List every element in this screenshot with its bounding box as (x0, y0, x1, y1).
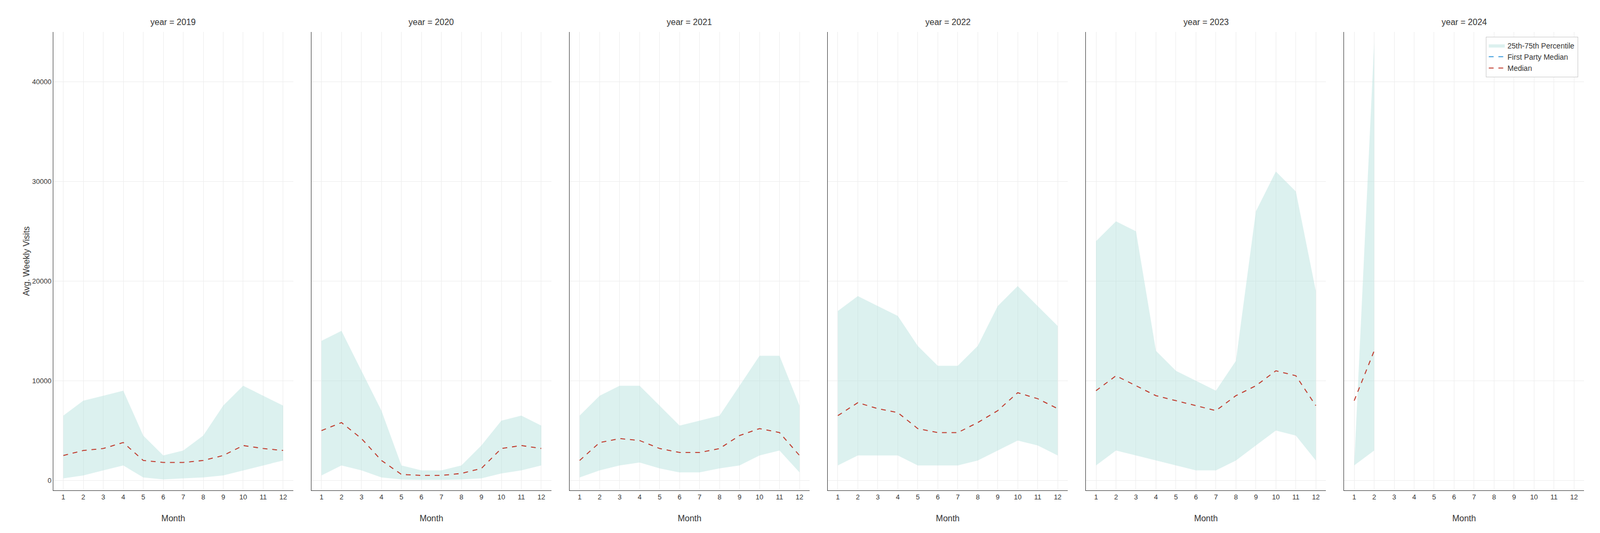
svg-text:9: 9 (995, 493, 1000, 502)
svg-text:7: 7 (1213, 493, 1218, 502)
svg-text:12: 12 (1053, 493, 1062, 502)
svg-text:5: 5 (657, 493, 662, 502)
svg-text:3: 3 (101, 493, 106, 502)
svg-text:7: 7 (439, 493, 444, 502)
svg-text:2: 2 (856, 493, 860, 502)
svg-text:year = 2022: year = 2022 (925, 17, 971, 27)
svg-text:First Party Median: First Party Median (1507, 52, 1569, 62)
svg-text:10: 10 (1272, 493, 1280, 502)
svg-text:9: 9 (1512, 493, 1516, 502)
svg-text:Month: Month (161, 514, 186, 524)
svg-text:11: 11 (776, 493, 784, 502)
svg-text:3: 3 (1133, 493, 1138, 502)
svg-text:6: 6 (1194, 493, 1198, 502)
svg-text:11: 11 (259, 493, 268, 502)
svg-text:7: 7 (697, 493, 702, 502)
svg-text:year = 2023: year = 2023 (1183, 17, 1229, 27)
svg-text:12: 12 (1312, 493, 1320, 502)
svg-text:0: 0 (47, 476, 52, 485)
svg-text:1: 1 (1352, 493, 1356, 502)
svg-text:Avg. Weekly Visits: Avg. Weekly Visits (21, 226, 31, 297)
svg-text:5: 5 (1173, 493, 1178, 502)
svg-text:1: 1 (1093, 493, 1098, 502)
svg-text:year = 2019: year = 2019 (150, 17, 196, 27)
svg-text:11: 11 (1034, 493, 1042, 502)
svg-text:7: 7 (181, 493, 186, 502)
svg-text:7: 7 (955, 493, 960, 502)
svg-text:5: 5 (399, 493, 404, 502)
svg-text:12: 12 (1570, 493, 1578, 502)
svg-text:12: 12 (279, 493, 287, 502)
svg-text:Month: Month (677, 514, 702, 524)
svg-text:11: 11 (1292, 493, 1300, 502)
svg-text:2: 2 (597, 493, 602, 502)
svg-text:2: 2 (81, 493, 86, 502)
svg-text:5: 5 (915, 493, 920, 502)
svg-text:4: 4 (379, 493, 384, 502)
svg-text:8: 8 (1234, 493, 1238, 502)
svg-text:9: 9 (1253, 493, 1258, 502)
svg-text:5: 5 (141, 493, 146, 502)
svg-text:3: 3 (359, 493, 364, 502)
svg-text:3: 3 (617, 493, 622, 502)
svg-text:4: 4 (637, 493, 642, 502)
svg-text:6: 6 (936, 493, 940, 502)
svg-text:6: 6 (1452, 493, 1456, 502)
svg-text:2: 2 (1372, 493, 1376, 502)
svg-text:4: 4 (896, 493, 900, 502)
svg-text:12: 12 (537, 493, 546, 502)
svg-text:9: 9 (737, 493, 742, 502)
svg-text:40000: 40000 (32, 77, 52, 86)
svg-text:9: 9 (221, 493, 226, 502)
svg-text:9: 9 (479, 493, 484, 502)
svg-text:4: 4 (1154, 493, 1158, 502)
svg-text:Median: Median (1507, 64, 1533, 73)
svg-text:3: 3 (1392, 493, 1396, 502)
svg-text:8: 8 (1492, 493, 1496, 502)
svg-text:8: 8 (717, 493, 722, 502)
svg-text:Month: Month (1194, 514, 1218, 524)
svg-text:12: 12 (795, 493, 804, 502)
svg-text:6: 6 (677, 493, 682, 502)
svg-text:4: 4 (1412, 493, 1416, 502)
svg-text:year = 2024: year = 2024 (1441, 17, 1487, 27)
svg-text:10: 10 (1013, 493, 1022, 502)
svg-text:1: 1 (835, 493, 840, 502)
svg-text:Month: Month (936, 514, 960, 524)
svg-text:11: 11 (517, 493, 526, 502)
svg-text:10: 10 (497, 493, 506, 502)
svg-text:1: 1 (577, 493, 582, 502)
svg-text:8: 8 (459, 493, 463, 502)
svg-text:year = 2021: year = 2021 (666, 17, 712, 27)
svg-text:10000: 10000 (32, 377, 52, 386)
svg-text:11: 11 (1550, 493, 1558, 502)
svg-text:3: 3 (875, 493, 880, 502)
svg-text:10: 10 (1530, 493, 1538, 502)
svg-text:10: 10 (239, 493, 247, 502)
svg-text:1: 1 (319, 493, 324, 502)
svg-text:30000: 30000 (32, 177, 52, 186)
svg-text:6: 6 (161, 493, 165, 502)
svg-text:8: 8 (201, 493, 205, 502)
svg-text:5: 5 (1432, 493, 1436, 502)
svg-text:Month: Month (419, 514, 444, 524)
svg-text:2: 2 (1114, 493, 1118, 502)
svg-text:8: 8 (976, 493, 980, 502)
svg-text:6: 6 (419, 493, 424, 502)
svg-text:20000: 20000 (32, 277, 52, 286)
svg-text:10: 10 (755, 493, 764, 502)
svg-text:1: 1 (61, 493, 66, 502)
svg-text:4: 4 (121, 493, 126, 502)
svg-text:7: 7 (1472, 493, 1476, 502)
svg-text:Month: Month (1452, 514, 1476, 524)
svg-text:year = 2020: year = 2020 (408, 17, 454, 27)
svg-text:2: 2 (339, 493, 344, 502)
svg-text:25th-75th Percentile: 25th-75th Percentile (1507, 41, 1575, 51)
